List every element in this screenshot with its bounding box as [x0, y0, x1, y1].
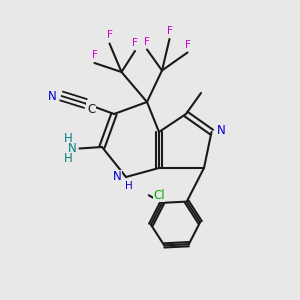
Text: F: F [92, 50, 98, 60]
Text: F: F [184, 40, 190, 50]
Text: H: H [64, 152, 73, 165]
Text: H: H [64, 132, 73, 145]
Text: N: N [48, 89, 57, 103]
Text: N: N [68, 142, 77, 155]
Text: N: N [217, 124, 226, 137]
Text: Cl: Cl [153, 189, 165, 202]
Text: F: F [132, 38, 138, 48]
Text: F: F [167, 26, 172, 36]
Text: F: F [106, 31, 112, 40]
Text: F: F [144, 37, 150, 46]
Text: N: N [113, 170, 122, 184]
Text: H: H [125, 181, 133, 191]
Text: C: C [87, 103, 95, 116]
